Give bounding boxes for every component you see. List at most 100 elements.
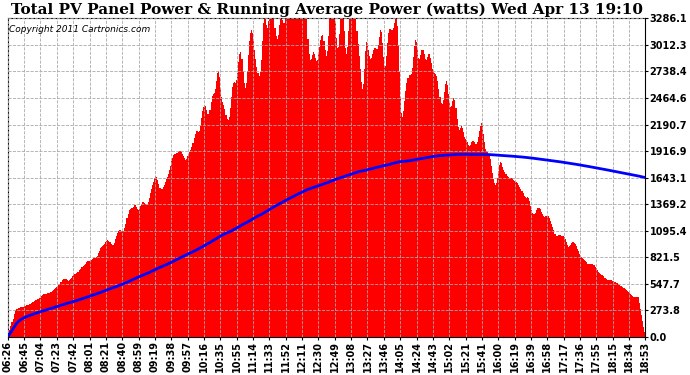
Bar [293, 18, 295, 337]
Bar [455, 108, 457, 337]
Bar [193, 143, 194, 337]
Bar [484, 142, 485, 337]
Bar [314, 54, 315, 337]
Bar [466, 140, 467, 337]
Bar [467, 142, 469, 337]
Bar [101, 247, 102, 337]
Bar [386, 56, 387, 337]
Bar [116, 236, 117, 337]
Bar [337, 48, 338, 337]
Bar [63, 279, 65, 337]
Bar [132, 208, 133, 337]
Bar [330, 18, 331, 337]
Bar [156, 177, 157, 337]
Bar [87, 261, 88, 337]
Bar [90, 261, 91, 337]
Bar [247, 71, 248, 337]
Bar [267, 28, 268, 337]
Bar [316, 62, 317, 337]
Bar [335, 23, 336, 337]
Bar [361, 82, 362, 337]
Bar [89, 261, 90, 337]
Bar [454, 100, 455, 337]
Bar [81, 267, 83, 337]
Bar [256, 67, 257, 337]
Bar [363, 84, 364, 337]
Bar [120, 230, 121, 337]
Bar [555, 236, 557, 337]
Bar [415, 40, 416, 337]
Bar [246, 83, 247, 337]
Bar [406, 83, 408, 337]
Bar [516, 182, 518, 337]
Bar [181, 152, 182, 337]
Bar [157, 180, 159, 337]
Bar [559, 235, 560, 337]
Bar [436, 76, 437, 337]
Bar [542, 214, 543, 337]
Bar [414, 46, 415, 337]
Bar [306, 18, 308, 337]
Bar [389, 29, 391, 337]
Bar [604, 278, 606, 337]
Bar [244, 83, 245, 337]
Bar [39, 298, 40, 337]
Bar [413, 57, 414, 337]
Bar [168, 174, 169, 337]
Bar [331, 18, 332, 337]
Bar [339, 34, 340, 337]
Bar [320, 40, 322, 337]
Bar [52, 291, 53, 337]
Text: Copyright 2011 Cartronics.com: Copyright 2011 Cartronics.com [9, 25, 150, 34]
Bar [69, 280, 70, 337]
Bar [336, 38, 337, 337]
Bar [459, 129, 460, 337]
Bar [546, 216, 547, 337]
Bar [611, 280, 612, 337]
Bar [640, 315, 642, 337]
Bar [198, 132, 199, 337]
Bar [205, 106, 206, 337]
Bar [599, 273, 600, 337]
Bar [230, 108, 231, 337]
Bar [582, 258, 583, 337]
Bar [644, 332, 645, 337]
Bar [126, 218, 128, 337]
Bar [533, 214, 534, 337]
Bar [138, 210, 139, 337]
Bar [261, 60, 262, 337]
Bar [238, 62, 239, 337]
Bar [449, 103, 450, 337]
Bar [560, 235, 561, 337]
Bar [338, 47, 339, 337]
Bar [170, 166, 171, 337]
Bar [86, 262, 87, 337]
Bar [285, 19, 286, 337]
Bar [121, 231, 122, 337]
Bar [481, 123, 482, 337]
Bar [96, 257, 97, 337]
Bar [468, 145, 469, 337]
Bar [431, 63, 432, 337]
Bar [153, 182, 154, 337]
Bar [573, 243, 575, 337]
Bar [405, 91, 406, 337]
Bar [636, 297, 638, 337]
Bar [580, 256, 581, 337]
Bar [112, 244, 114, 337]
Bar [342, 18, 343, 337]
Bar [199, 131, 200, 337]
Bar [332, 18, 333, 337]
Bar [234, 82, 235, 337]
Bar [161, 189, 163, 337]
Bar [169, 170, 170, 337]
Bar [53, 290, 54, 337]
Bar [283, 23, 284, 337]
Bar [447, 85, 448, 337]
Bar [365, 51, 366, 337]
Bar [366, 42, 367, 337]
Bar [513, 180, 514, 337]
Bar [596, 268, 597, 337]
Bar [493, 179, 494, 337]
Bar [634, 297, 635, 337]
